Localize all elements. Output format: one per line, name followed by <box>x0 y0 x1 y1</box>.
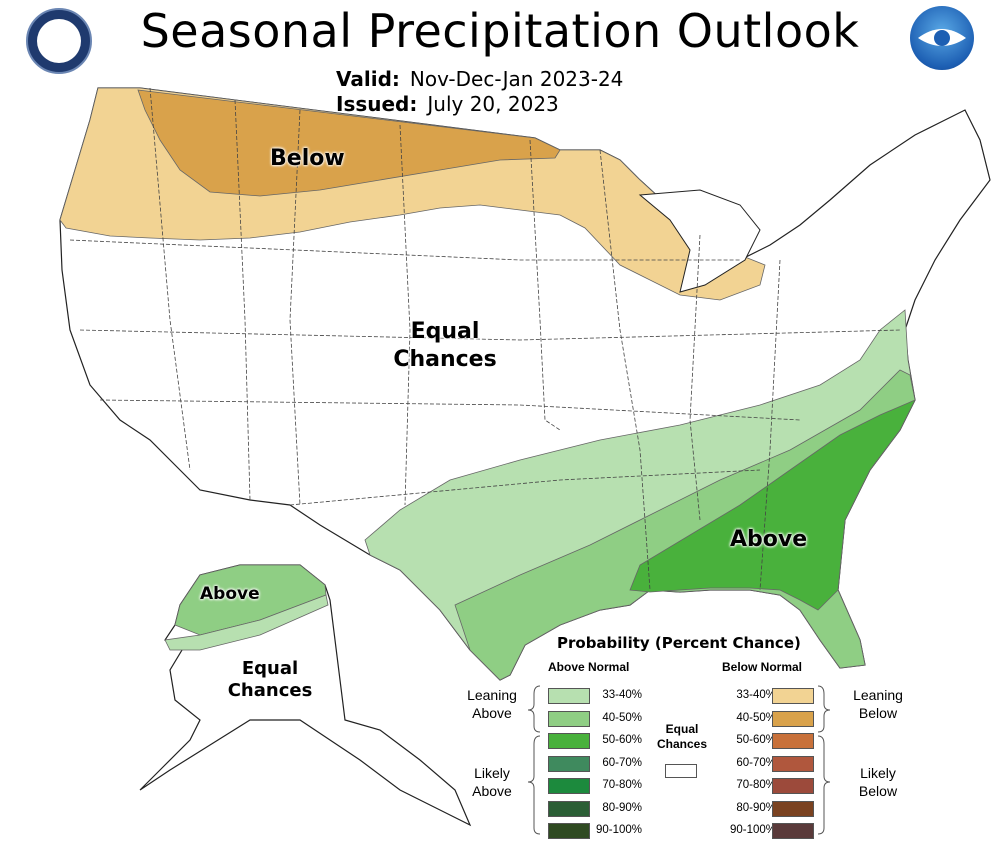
state-borders <box>69 87 901 591</box>
legend-below-swatch <box>772 800 814 817</box>
legend-below-swatch <box>772 710 814 727</box>
likely-below-line2: Below <box>858 783 898 799</box>
legend-below-swatch <box>772 823 814 839</box>
legend-above-label: 70-80% <box>602 779 642 791</box>
alaska-above-region <box>174 564 327 636</box>
noaa-logo <box>910 6 974 70</box>
alaska-label-equal-chances: Equal Chances <box>220 658 320 702</box>
legend-above-label: 33-40% <box>602 689 642 701</box>
legend-above-swatch <box>548 823 590 839</box>
legend-above-swatch <box>548 778 590 794</box>
map-label-above: Above <box>730 527 808 552</box>
legend-above-label: 60-70% <box>602 756 642 769</box>
leaning-above-line1: Leaning <box>467 687 517 703</box>
legend-above-label: 50-60% <box>602 734 642 746</box>
legend-below-swatch <box>772 778 814 794</box>
commerce-seal-logo <box>26 8 92 74</box>
legend-title: Probability (Percent Chance) <box>557 634 801 652</box>
legend-below-header: Below Normal <box>722 660 803 674</box>
legend-below-swatch <box>772 688 814 704</box>
likely-above-line2: Above <box>472 783 512 799</box>
above-mid-region <box>454 369 916 681</box>
map-label-equal-chances: Equal Chances <box>380 318 510 374</box>
valid-value: Nov-Dec-Jan 2023-24 <box>409 67 624 91</box>
legend-below-label: 80-90% <box>736 801 776 814</box>
likely-below-line1: Likely <box>860 765 896 781</box>
legend-above-swatch <box>548 755 590 772</box>
legend-below-label: 90-100% <box>729 824 776 836</box>
leaning-below-line2: Below <box>858 705 898 721</box>
legend-above-label: 80-90% <box>602 801 642 814</box>
legend-below-label: 50-60% <box>736 734 776 746</box>
equal-chances-line2: Chances <box>656 737 708 751</box>
equal-chances-line1: Equal <box>665 722 699 736</box>
likely-above-line1: Likely <box>474 765 510 781</box>
legend-above-swatch <box>548 710 590 727</box>
valid-line: Valid: Nov-Dec-Jan 2023-24 <box>336 67 623 91</box>
map-label-below: Below <box>270 146 345 171</box>
legend-below-label: 40-50% <box>736 711 776 724</box>
legend-below-label: 60-70% <box>736 756 776 769</box>
map-label-equal-1: Equal <box>410 319 480 344</box>
below-dark-region <box>137 89 561 197</box>
legend-likely-above: Likely Above <box>452 764 532 800</box>
leaning-above-line2: Above <box>472 705 512 721</box>
legend-above-swatch <box>548 733 590 749</box>
valid-label: Valid: <box>336 67 400 91</box>
issued-label: Issued: <box>336 92 418 116</box>
issued-value: July 20, 2023 <box>427 92 559 116</box>
legend-above-label: 90-100% <box>595 824 642 836</box>
legend-below-label: 70-80% <box>736 779 776 791</box>
great-lakes <box>638 189 761 293</box>
legend-above-header: Above Normal <box>548 660 630 674</box>
alaska-above-light-region <box>164 594 329 651</box>
legend-below-label: 33-40% <box>736 689 776 701</box>
legend-leaning-above: Leaning Above <box>452 686 532 722</box>
above-likely-region <box>629 399 916 611</box>
leaning-below-line1: Leaning <box>853 687 903 703</box>
issued-line: Issued: July 20, 2023 <box>336 92 559 116</box>
legend-leaning-below: Leaning Below <box>838 686 918 722</box>
legend-above-swatch <box>548 688 590 704</box>
map-label-equal-2: Chances <box>393 347 497 372</box>
legend-equal-chances: Equal Chances <box>647 722 717 752</box>
legend-above-label: 40-50% <box>602 711 642 724</box>
legend-likely-below: Likely Below <box>838 764 918 800</box>
legend-equal-swatch <box>665 764 697 778</box>
alaska-label-above: Above <box>200 584 260 604</box>
legend-below-swatch <box>772 733 814 749</box>
alaska-label-equal-1: Equal <box>241 658 299 679</box>
alaska-label-equal-2: Chances <box>227 680 313 701</box>
legend-below-swatch <box>772 755 814 772</box>
page-title: Seasonal Precipitation Outlook <box>140 4 860 58</box>
legend-above-swatch <box>548 800 590 817</box>
